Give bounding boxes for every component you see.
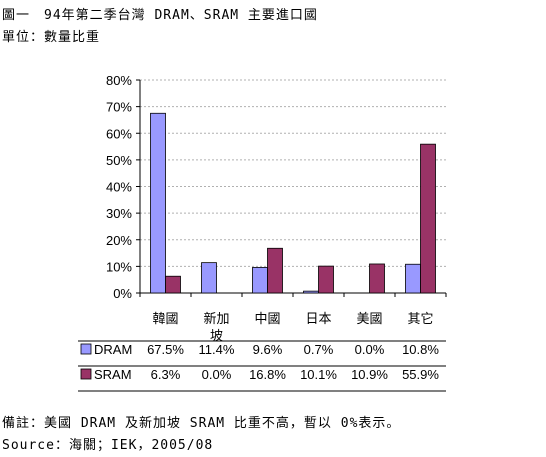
bar-dram (303, 290, 319, 294)
x-tick-label: 日本 (305, 311, 331, 326)
data-label-sram: 10.9% (351, 367, 388, 382)
bar-dram (201, 262, 217, 294)
y-tick-label: 20% (106, 233, 132, 248)
y-tick-label: 80% (106, 73, 132, 88)
bar-sram (369, 263, 385, 294)
data-label-sram: 0.0% (202, 367, 232, 382)
data-label-dram: 9.6% (253, 342, 283, 357)
x-tick-label: 新加 (203, 311, 229, 326)
x-tick-label: 坡 (210, 328, 223, 343)
bar-sram (420, 143, 436, 294)
data-label-dram: 0.0% (355, 342, 385, 357)
legend-label-sram: SRAM (94, 367, 132, 382)
y-tick-label: 30% (106, 206, 132, 221)
bar-sram (267, 247, 283, 294)
data-label-sram: 6.3% (151, 367, 181, 382)
y-tick-label: 10% (106, 259, 132, 274)
chart-title: 圖一 94年第二季台灣 DRAM、SRAM 主要進口國 (2, 8, 318, 23)
x-tick-label: 韓國 (152, 311, 178, 326)
x-tick-label: 中國 (254, 311, 280, 326)
data-label-dram: 11.4% (199, 342, 235, 357)
bar-sram (318, 265, 334, 294)
bar-dram (150, 112, 166, 294)
legend-swatch-dram (80, 343, 92, 355)
legend-label-dram: DRAM (94, 342, 132, 357)
bar-dram (252, 267, 268, 294)
legend-swatch-sram (80, 368, 92, 380)
x-tick-label: 美國 (356, 311, 382, 326)
data-label-dram: 10.8% (402, 342, 439, 357)
data-label-dram: 0.7% (304, 342, 334, 357)
data-label-sram: 10.1% (300, 367, 337, 382)
source-note: Source：海關；IEK，2005/08 (2, 438, 214, 453)
unit-label: 單位：數量比重 (2, 30, 101, 45)
data-label-sram: 55.9% (402, 367, 439, 382)
y-tick-label: 40% (106, 180, 132, 195)
footnote: 備註：美國 DRAM 及新加坡 SRAM 比重不高，暫以 0%表示。 (2, 416, 401, 431)
y-tick-label: 70% (106, 100, 132, 115)
bar-sram (165, 275, 181, 294)
y-tick-label: 50% (106, 153, 132, 168)
y-tick-label: 60% (106, 126, 132, 141)
data-label-sram: 16.8% (249, 367, 286, 382)
bar-dram (405, 263, 421, 294)
y-tick-label: 0% (113, 286, 132, 301)
x-tick-label: 其它 (407, 311, 433, 326)
data-label-dram: 67.5% (147, 342, 184, 357)
